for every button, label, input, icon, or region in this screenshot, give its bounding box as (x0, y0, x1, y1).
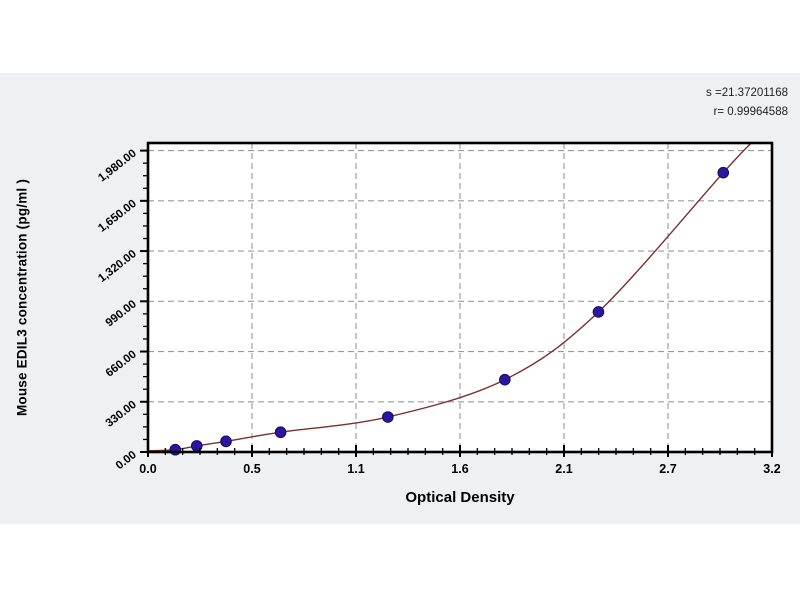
data-point-marker (717, 166, 730, 179)
x-axis-title: Optical Density (405, 489, 515, 506)
x-tick-label: 0.5 (243, 462, 260, 476)
fit-statistic-r: r= 0.99964588 (713, 106, 789, 118)
gridlines (148, 143, 772, 452)
x-tick-label: 2.1 (555, 462, 572, 476)
y-tick-labels: 0.00 330.00 660.00 990.00 1,320.00 1,650.00 1,… (96, 148, 139, 473)
x-tick-label: 1.6 (451, 462, 468, 476)
axis-ticks (140, 149, 773, 457)
data-point-marker (499, 373, 511, 386)
x-tick-label: 0.0 (139, 462, 156, 476)
data-point-marker (382, 411, 394, 423)
y-tick-label: 990.00 (104, 298, 139, 329)
data-point-marker (169, 443, 182, 456)
y-axis-title: Mouse EDIL3 concentration (pg/ml ) (14, 178, 30, 417)
data-point-marker (220, 435, 232, 448)
y-tick-label: 1,650.00 (96, 198, 139, 235)
y-tick-label: 1,980.00 (96, 148, 139, 185)
y-tick-label: 0.00 (114, 449, 139, 472)
x-tick-label: 2.7 (659, 462, 676, 476)
fit-statistics: s =21.37201168 r= 0.99964588 (706, 84, 788, 122)
y-tick-label: 1,320.00 (96, 248, 139, 285)
y-tick-label: 660.00 (104, 348, 139, 379)
data-point-marker (274, 426, 287, 439)
x-tick-label: 1.1 (347, 462, 364, 476)
y-tick-label: 330.00 (104, 399, 139, 430)
x-tick-label: 3.2 (763, 462, 780, 476)
fit-statistic-s: s =21.37201168 (706, 87, 788, 99)
x-tick-labels: 0.0 0.5 1.1 1.6 2.1 2.7 3.2 (139, 462, 780, 476)
data-point-marker (592, 306, 605, 318)
